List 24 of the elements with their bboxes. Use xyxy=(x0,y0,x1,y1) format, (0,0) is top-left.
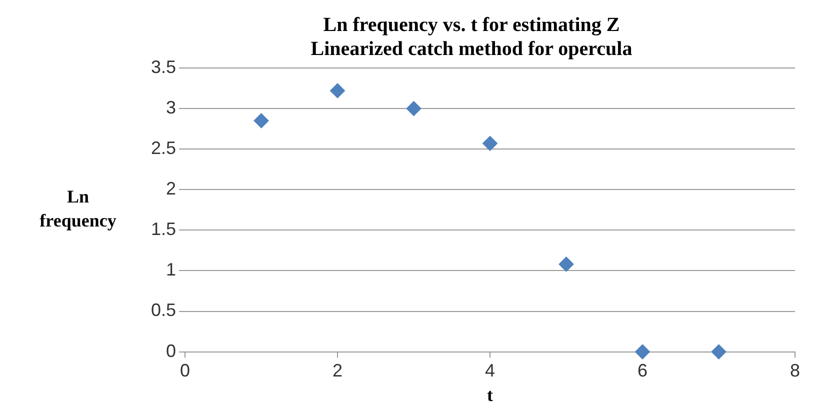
y-tick-label: 0 xyxy=(166,340,176,361)
point xyxy=(482,136,498,151)
y-tick-label: 3.5 xyxy=(150,56,176,77)
x-tick-label: 0 xyxy=(180,360,190,381)
y-tick-label: 0.5 xyxy=(150,300,176,320)
y-axis-title: Ln frequency xyxy=(40,186,116,231)
point xyxy=(330,83,346,98)
y-tick-label: 2 xyxy=(166,178,176,199)
point xyxy=(711,344,726,360)
x-tick-label: 6 xyxy=(638,360,648,381)
x-tick-label: 2 xyxy=(332,360,343,381)
chart-subtitle: Linearized catch method for opercula xyxy=(310,38,632,60)
chart-title: Ln frequency vs. t for estimating Z xyxy=(323,14,620,36)
point xyxy=(635,344,650,360)
point xyxy=(254,113,269,128)
x-axis-title: t xyxy=(487,384,494,405)
y-tick-label: 1.5 xyxy=(150,219,176,240)
point xyxy=(406,101,422,116)
y-tick-label: 2.5 xyxy=(150,138,176,158)
y-tick-label: 3 xyxy=(166,98,176,118)
point xyxy=(558,256,574,272)
y-tick-label: 1 xyxy=(166,260,176,280)
x-tick-label: 8 xyxy=(790,360,800,381)
x-tick-label: 4 xyxy=(485,360,496,381)
